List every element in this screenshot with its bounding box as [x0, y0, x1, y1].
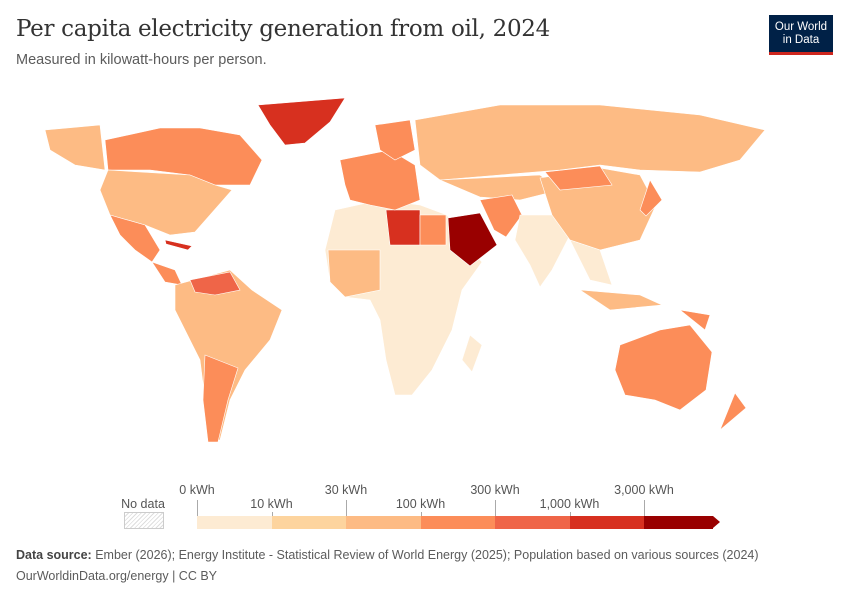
data-source: Data source: Ember (2026); Energy Instit… [16, 548, 759, 562]
region-greenland[interactable] [257, 97, 346, 146]
region-venezuela[interactable] [189, 271, 241, 296]
region-cuba[interactable] [164, 239, 193, 251]
legend-bin-1[interactable] [271, 516, 346, 529]
legend-no-data-swatch [124, 512, 164, 529]
legend-tick [271, 512, 273, 516]
region-indonesia[interactable] [579, 289, 664, 311]
owid-logo[interactable]: Our World in Data [769, 15, 833, 55]
region-argentina-chile[interactable] [202, 354, 239, 443]
legend-tick-label: 100 kWh [395, 497, 446, 511]
legend-tick-label: 3,000 kWh [614, 483, 674, 497]
region-central-america[interactable] [151, 261, 183, 286]
region-central-asia[interactable] [439, 174, 561, 201]
region-papua-new-guinea[interactable] [678, 309, 711, 331]
region-australia[interactable] [614, 324, 713, 411]
world-map [44, 97, 766, 443]
source-label: Data source: [16, 548, 92, 562]
region-egypt[interactable] [419, 214, 447, 246]
region-iran[interactable] [479, 194, 523, 238]
legend-tick [569, 512, 571, 516]
region-russia[interactable] [414, 104, 766, 181]
region-canada[interactable] [104, 127, 263, 186]
chart-subtitle: Measured in kilowatt-hours per person. [16, 52, 267, 68]
legend-tick [346, 500, 347, 516]
source-text: Ember (2026); Energy Institute - Statist… [95, 548, 759, 562]
legend-bin-6[interactable] [644, 516, 713, 529]
legend-tick [495, 500, 496, 516]
region-new-zealand[interactable] [719, 392, 747, 431]
region-libya[interactable] [385, 209, 421, 246]
legend-tick-label: 300 kWh [470, 483, 520, 497]
legend-tick [197, 500, 198, 516]
legend-bin-0[interactable] [197, 516, 272, 529]
legend-no-data-label: No data [121, 497, 165, 511]
logo-line-2: in Data [782, 33, 820, 46]
region-europe[interactable] [339, 149, 421, 211]
region-madagascar[interactable] [461, 334, 483, 373]
legend-bin-3[interactable] [420, 516, 495, 529]
legend-tick-label: 30 kWh [324, 483, 368, 497]
region-west-africa[interactable] [327, 249, 381, 298]
region-united-states[interactable] [99, 169, 233, 236]
legend-tick [644, 500, 645, 516]
region-scandinavia[interactable] [374, 119, 416, 161]
region-southeast-asia[interactable] [569, 239, 613, 286]
legend-tick-label: 10 kWh [250, 497, 293, 511]
legend-bin-4[interactable] [495, 516, 570, 529]
legend-arrow [712, 516, 720, 528]
region-south-america[interactable] [174, 269, 283, 441]
logo-line-1: Our World [774, 20, 828, 33]
chart-title: Per capita electricity generation from o… [16, 16, 550, 42]
legend-tick-label: 0 kWh [179, 483, 215, 497]
legend-tick [420, 512, 422, 516]
region-alaska[interactable] [44, 124, 106, 171]
footer-link[interactable]: OurWorldinData.org/energy | CC BY [16, 569, 218, 583]
legend-tick-label: 1,000 kWh [539, 497, 600, 511]
legend-bin-5[interactable] [569, 516, 644, 529]
region-mongolia[interactable] [544, 165, 613, 191]
legend-bin-2[interactable] [346, 516, 421, 529]
region-japan[interactable] [639, 179, 663, 217]
region-saudi-arabia[interactable] [447, 212, 498, 267]
